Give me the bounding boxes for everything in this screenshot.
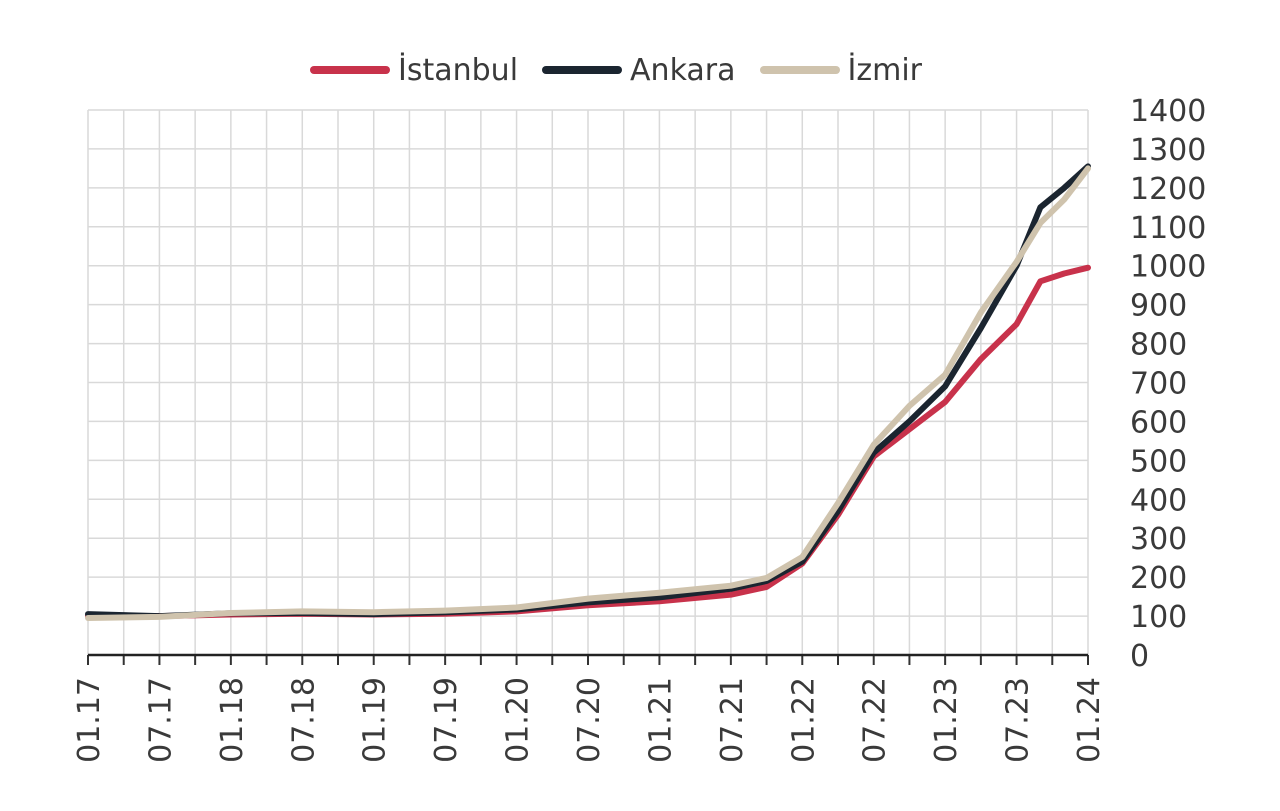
y-tick-label: 900 <box>1130 289 1187 324</box>
x-tick-label: 07.19 <box>429 677 464 763</box>
y-tick-label: 200 <box>1130 561 1187 596</box>
x-tick-label: 01.19 <box>358 677 393 763</box>
y-tick-label: 500 <box>1130 444 1187 479</box>
x-tick-label: 01.21 <box>643 677 678 763</box>
x-tick-label: 07.18 <box>286 677 321 763</box>
y-tick-label: 100 <box>1130 600 1187 635</box>
x-tick-label: 01.20 <box>501 677 536 763</box>
y-tick-label: 1200 <box>1130 172 1206 207</box>
legend-item-ankara: Ankara <box>542 52 736 88</box>
legend: İstanbul Ankara İzmir <box>310 48 922 92</box>
series-line-2 <box>85 165 1091 621</box>
legend-item-istanbul: İstanbul <box>310 53 518 88</box>
y-tick-label: 700 <box>1130 367 1187 402</box>
x-tick-label: 07.20 <box>572 677 607 763</box>
series-lines <box>85 163 1091 621</box>
y-tick-label: 800 <box>1130 328 1187 363</box>
legend-label-ankara: Ankara <box>630 52 736 88</box>
legend-label-istanbul: İstanbul <box>398 52 519 88</box>
legend-swatch-izmir <box>759 66 840 74</box>
x-tick-label: 07.23 <box>1001 677 1036 763</box>
y-tick-label: 1000 <box>1130 250 1206 285</box>
grid <box>87 109 1089 655</box>
legend-item-izmir: İzmir <box>759 52 923 88</box>
x-tick-label: 01.23 <box>929 677 964 763</box>
y-tick-label: 600 <box>1130 405 1187 440</box>
legend-label-izmir: İzmir <box>847 52 923 88</box>
y-tick-label: 300 <box>1130 522 1187 557</box>
x-tick-label: 01.24 <box>1072 677 1107 763</box>
legend-swatch-ankara <box>542 66 623 74</box>
x-tick-label: 01.17 <box>72 677 107 763</box>
y-tick-label: 1300 <box>1130 133 1206 168</box>
x-tick-label: 01.22 <box>786 677 821 763</box>
y-tick-label: 0 <box>1130 639 1149 674</box>
axes <box>87 653 1089 665</box>
y-tick-label: 1400 <box>1130 94 1206 129</box>
y-tick-label: 1100 <box>1130 211 1206 246</box>
x-tick-label: 07.21 <box>715 677 750 763</box>
legend-swatch-istanbul <box>310 66 390 74</box>
x-tick-label: 07.17 <box>143 677 178 763</box>
x-tick-label: 01.18 <box>215 677 250 763</box>
x-tick-label: 07.22 <box>858 677 893 763</box>
y-tick-label: 400 <box>1130 483 1187 518</box>
